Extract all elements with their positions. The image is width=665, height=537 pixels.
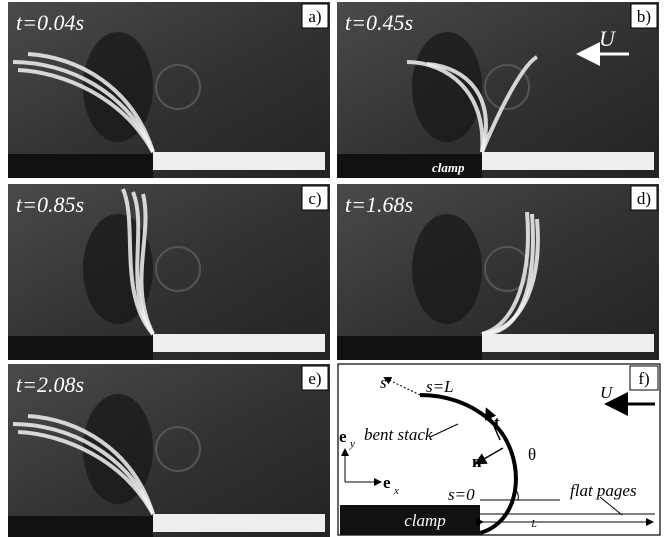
photo-background bbox=[8, 184, 330, 360]
time-label: t=0.04s bbox=[16, 10, 84, 35]
page-curve bbox=[17, 68, 155, 153]
photo-background bbox=[8, 2, 330, 178]
t-label: t bbox=[494, 413, 500, 432]
letter-box bbox=[629, 365, 659, 391]
t-vector bbox=[485, 407, 501, 441]
letter-box bbox=[630, 185, 658, 211]
page-curve bbox=[426, 62, 488, 153]
n-vector bbox=[474, 447, 504, 465]
panel-letter: b) bbox=[637, 7, 651, 26]
apparatus bbox=[484, 246, 530, 292]
s-start-label: s=0 bbox=[448, 485, 475, 504]
page-curve bbox=[406, 60, 485, 153]
clamp-block bbox=[8, 516, 153, 537]
flow-label: U bbox=[599, 26, 617, 51]
panel-letter: c) bbox=[308, 189, 321, 208]
letter-box bbox=[301, 185, 329, 211]
clamp-block bbox=[8, 336, 153, 360]
apparatus bbox=[484, 64, 530, 110]
page-curve bbox=[12, 422, 155, 515]
photo-panel: t=1.68s d) bbox=[337, 184, 659, 360]
photo-panel: t=0.85s c) bbox=[8, 184, 330, 360]
clamp-block bbox=[340, 505, 480, 535]
diagram-panel: clamp f) s s=L bent stack t n θ s=0 e y … bbox=[337, 363, 661, 536]
shadow bbox=[412, 32, 482, 142]
page-curve bbox=[481, 211, 530, 336]
clamp-block bbox=[337, 336, 482, 360]
ex-symbol: e bbox=[383, 473, 391, 492]
photo-background bbox=[8, 364, 330, 537]
bent-stack-curve bbox=[419, 393, 518, 535]
photo-panel: t=2.08s e) bbox=[8, 364, 330, 537]
letter-box bbox=[301, 365, 329, 391]
flat-pages-pointer bbox=[599, 496, 623, 516]
theta-label: θ bbox=[528, 445, 536, 464]
page-curve bbox=[27, 52, 155, 153]
photo-background bbox=[337, 2, 659, 178]
s-label: s bbox=[380, 373, 387, 392]
flat-pages bbox=[153, 334, 325, 352]
theta-arc bbox=[513, 487, 519, 501]
ex-sub: x bbox=[393, 485, 399, 497]
flat-pages bbox=[153, 514, 325, 532]
panel-letter: d) bbox=[637, 189, 651, 208]
n-label: n bbox=[472, 452, 482, 471]
page-curve bbox=[27, 414, 155, 515]
apparatus bbox=[155, 426, 201, 472]
shadow bbox=[412, 214, 482, 324]
letter-box bbox=[301, 3, 329, 29]
page-curve bbox=[139, 193, 155, 335]
time-label: t=0.45s bbox=[345, 10, 413, 35]
page-curve bbox=[17, 430, 155, 515]
ey-symbol: e bbox=[339, 427, 347, 446]
flat-pages bbox=[482, 334, 654, 352]
panel-letter: f) bbox=[638, 369, 649, 388]
page-curve bbox=[12, 60, 155, 153]
time-label: t=0.85s bbox=[16, 192, 84, 217]
bent-stack-pointer bbox=[429, 423, 459, 438]
apparatus bbox=[155, 246, 201, 292]
bent-stack-label: bent stack bbox=[364, 425, 433, 444]
ey-sub: y bbox=[349, 438, 355, 450]
flat-pages-label: flat pages bbox=[570, 481, 637, 500]
clamp-block bbox=[8, 154, 153, 178]
clamp-block bbox=[337, 154, 482, 178]
panel-letter: e) bbox=[308, 369, 321, 388]
clamp-label: clamp bbox=[404, 511, 446, 530]
time-label: t=2.08s bbox=[16, 372, 84, 397]
apparatus bbox=[155, 64, 201, 110]
flat-pages bbox=[482, 152, 654, 170]
page-curve bbox=[480, 55, 539, 153]
photo-panel: t=0.04s a) bbox=[8, 2, 330, 178]
panel-letter: a) bbox=[308, 7, 321, 26]
time-label: t=1.68s bbox=[345, 192, 413, 217]
s-axis bbox=[383, 377, 421, 396]
letter-box bbox=[630, 3, 658, 29]
flat-pages bbox=[153, 152, 325, 170]
s-end-label: s=L bbox=[426, 377, 454, 396]
clamp-label: clamp bbox=[432, 160, 465, 175]
length-label: L bbox=[530, 519, 537, 530]
flow-label: U bbox=[600, 383, 614, 402]
page-curve bbox=[481, 218, 540, 336]
